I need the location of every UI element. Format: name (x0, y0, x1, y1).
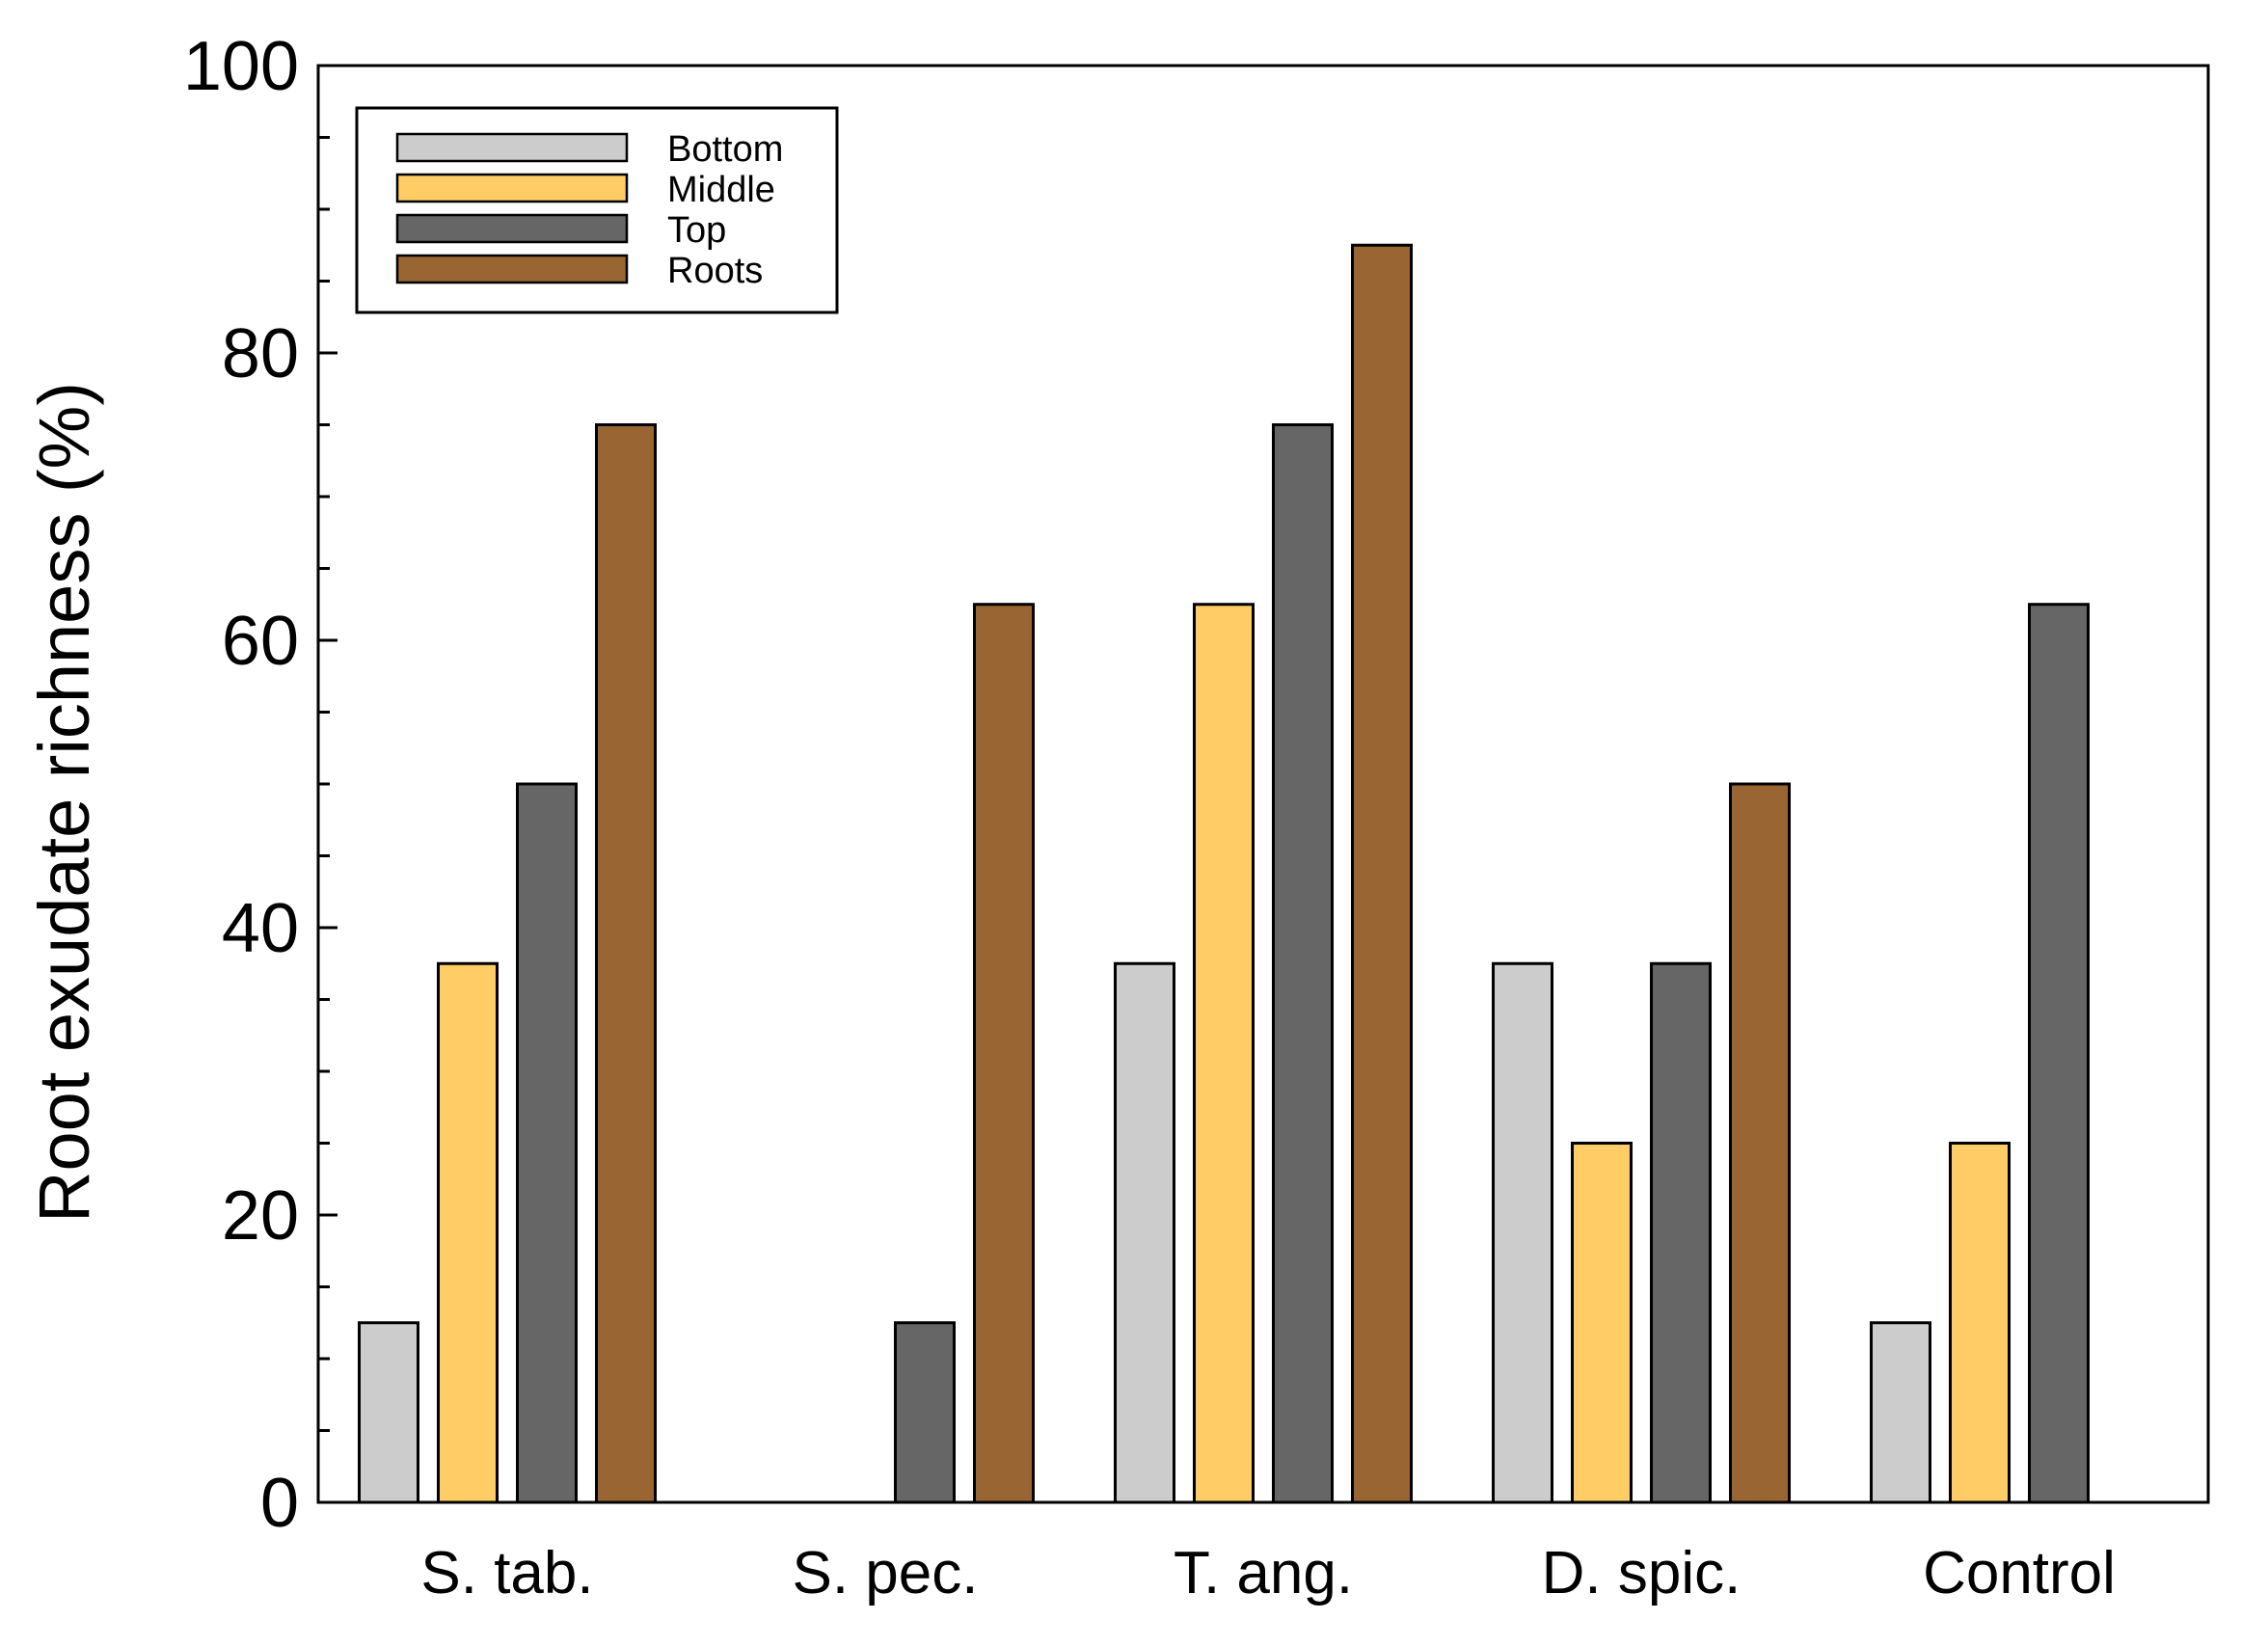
y-tick-label: 60 (222, 603, 299, 680)
x-tick-label: T. ang. (1174, 1540, 1353, 1606)
bar-bottom-2 (1114, 961, 1175, 1504)
y-tick-label: 40 (222, 890, 299, 967)
y-axis: 0 20 40 60 80 100 (183, 28, 338, 1542)
bar-middle-0 (437, 961, 499, 1504)
bar-middle-4 (1949, 1142, 2011, 1504)
x-tick-label: S. tab. (420, 1540, 593, 1606)
legend-swatch-middle (395, 173, 629, 203)
bar-roots-3 (1729, 782, 1791, 1504)
bar-bottom-0 (358, 1321, 419, 1504)
legend-swatch-bottom (395, 132, 629, 163)
bar-middle-3 (1571, 1142, 1633, 1504)
bar-top-2 (1272, 423, 1334, 1504)
bar-middle-2 (1193, 603, 1255, 1504)
legend-label-top: Top (667, 210, 726, 251)
y-tick-label: 20 (222, 1177, 299, 1255)
x-tick-label: D. spic. (1542, 1540, 1742, 1606)
y-tick-label: 80 (222, 315, 299, 392)
y-tick-label: 0 (260, 1465, 299, 1542)
bar-roots-1 (973, 603, 1035, 1504)
bar-top-0 (516, 782, 578, 1504)
bar-roots-0 (595, 423, 657, 1504)
legend-swatch-top (395, 213, 629, 244)
legend-label-roots: Roots (667, 251, 763, 291)
legend-label-bottom: Bottom (667, 129, 783, 170)
bar-bottom-3 (1492, 961, 1553, 1504)
x-axis: S. tab. S. pec. T. ang. D. spic. Control (420, 1540, 2116, 1606)
x-tick-label: S. pec. (793, 1540, 979, 1606)
y-tick-label: 100 (183, 28, 299, 105)
bar-roots-2 (1351, 243, 1413, 1504)
bar-bottom-4 (1870, 1321, 1931, 1504)
bar-top-3 (1650, 961, 1712, 1504)
legend-swatch-roots (395, 254, 629, 284)
bars (358, 243, 2090, 1504)
y-axis-label: Root exudate richness (%) (24, 382, 104, 1223)
bar-top-4 (2028, 603, 2090, 1504)
bar-top-1 (894, 1321, 956, 1504)
x-tick-label: Control (1923, 1540, 2116, 1606)
legend-label-middle: Middle (667, 170, 775, 210)
